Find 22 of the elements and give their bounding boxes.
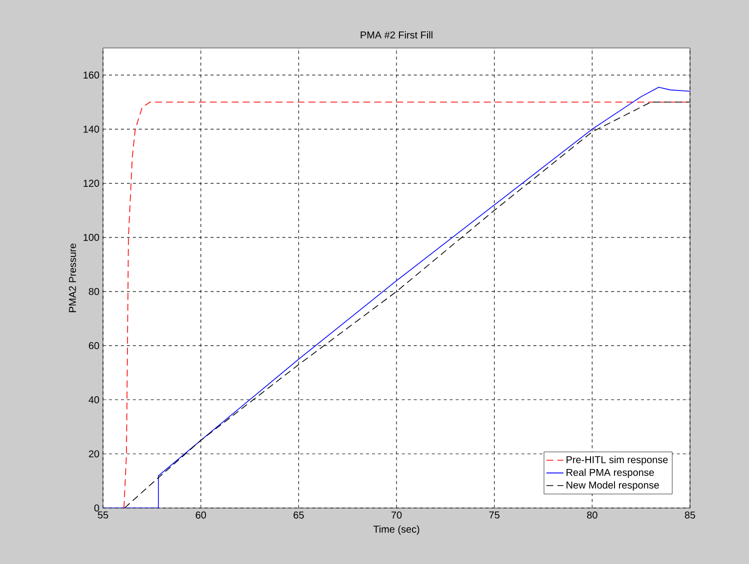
x-tick-label: 80 [587,512,598,519]
legend-label: Pre-HITL sim response [566,456,668,466]
y-axis-title: PMA2 Pressure [68,244,76,312]
x-tick-label: 75 [489,512,500,518]
x-tick-label: 65 [294,512,304,519]
y-tick-label: 20 [88,450,100,458]
y-tick-label: 60 [88,342,100,350]
y-tick-label: 40 [88,396,100,404]
x-tick-label: 55 [98,512,108,518]
y-tick-label: 0 [94,504,100,512]
x-tick-label: 85 [684,512,696,519]
y-tick-label: 100 [84,234,100,241]
x-tick-label: 60 [196,512,206,519]
legend-label: Real PMA response [566,468,654,478]
y-tick-label: 80 [88,288,100,296]
y-tick-label: 160 [84,72,100,79]
x-axis-title: Time (sec) [373,525,420,535]
legend-label: New Model response [566,481,659,491]
chart-title: PMA #2 First Fill [360,31,432,38]
x-tick-label: 70 [391,512,402,519]
y-tick-label: 140 [84,126,100,133]
y-tick-label: 120 [84,180,100,187]
